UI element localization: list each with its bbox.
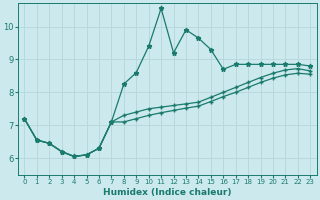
- X-axis label: Humidex (Indice chaleur): Humidex (Indice chaleur): [103, 188, 232, 197]
